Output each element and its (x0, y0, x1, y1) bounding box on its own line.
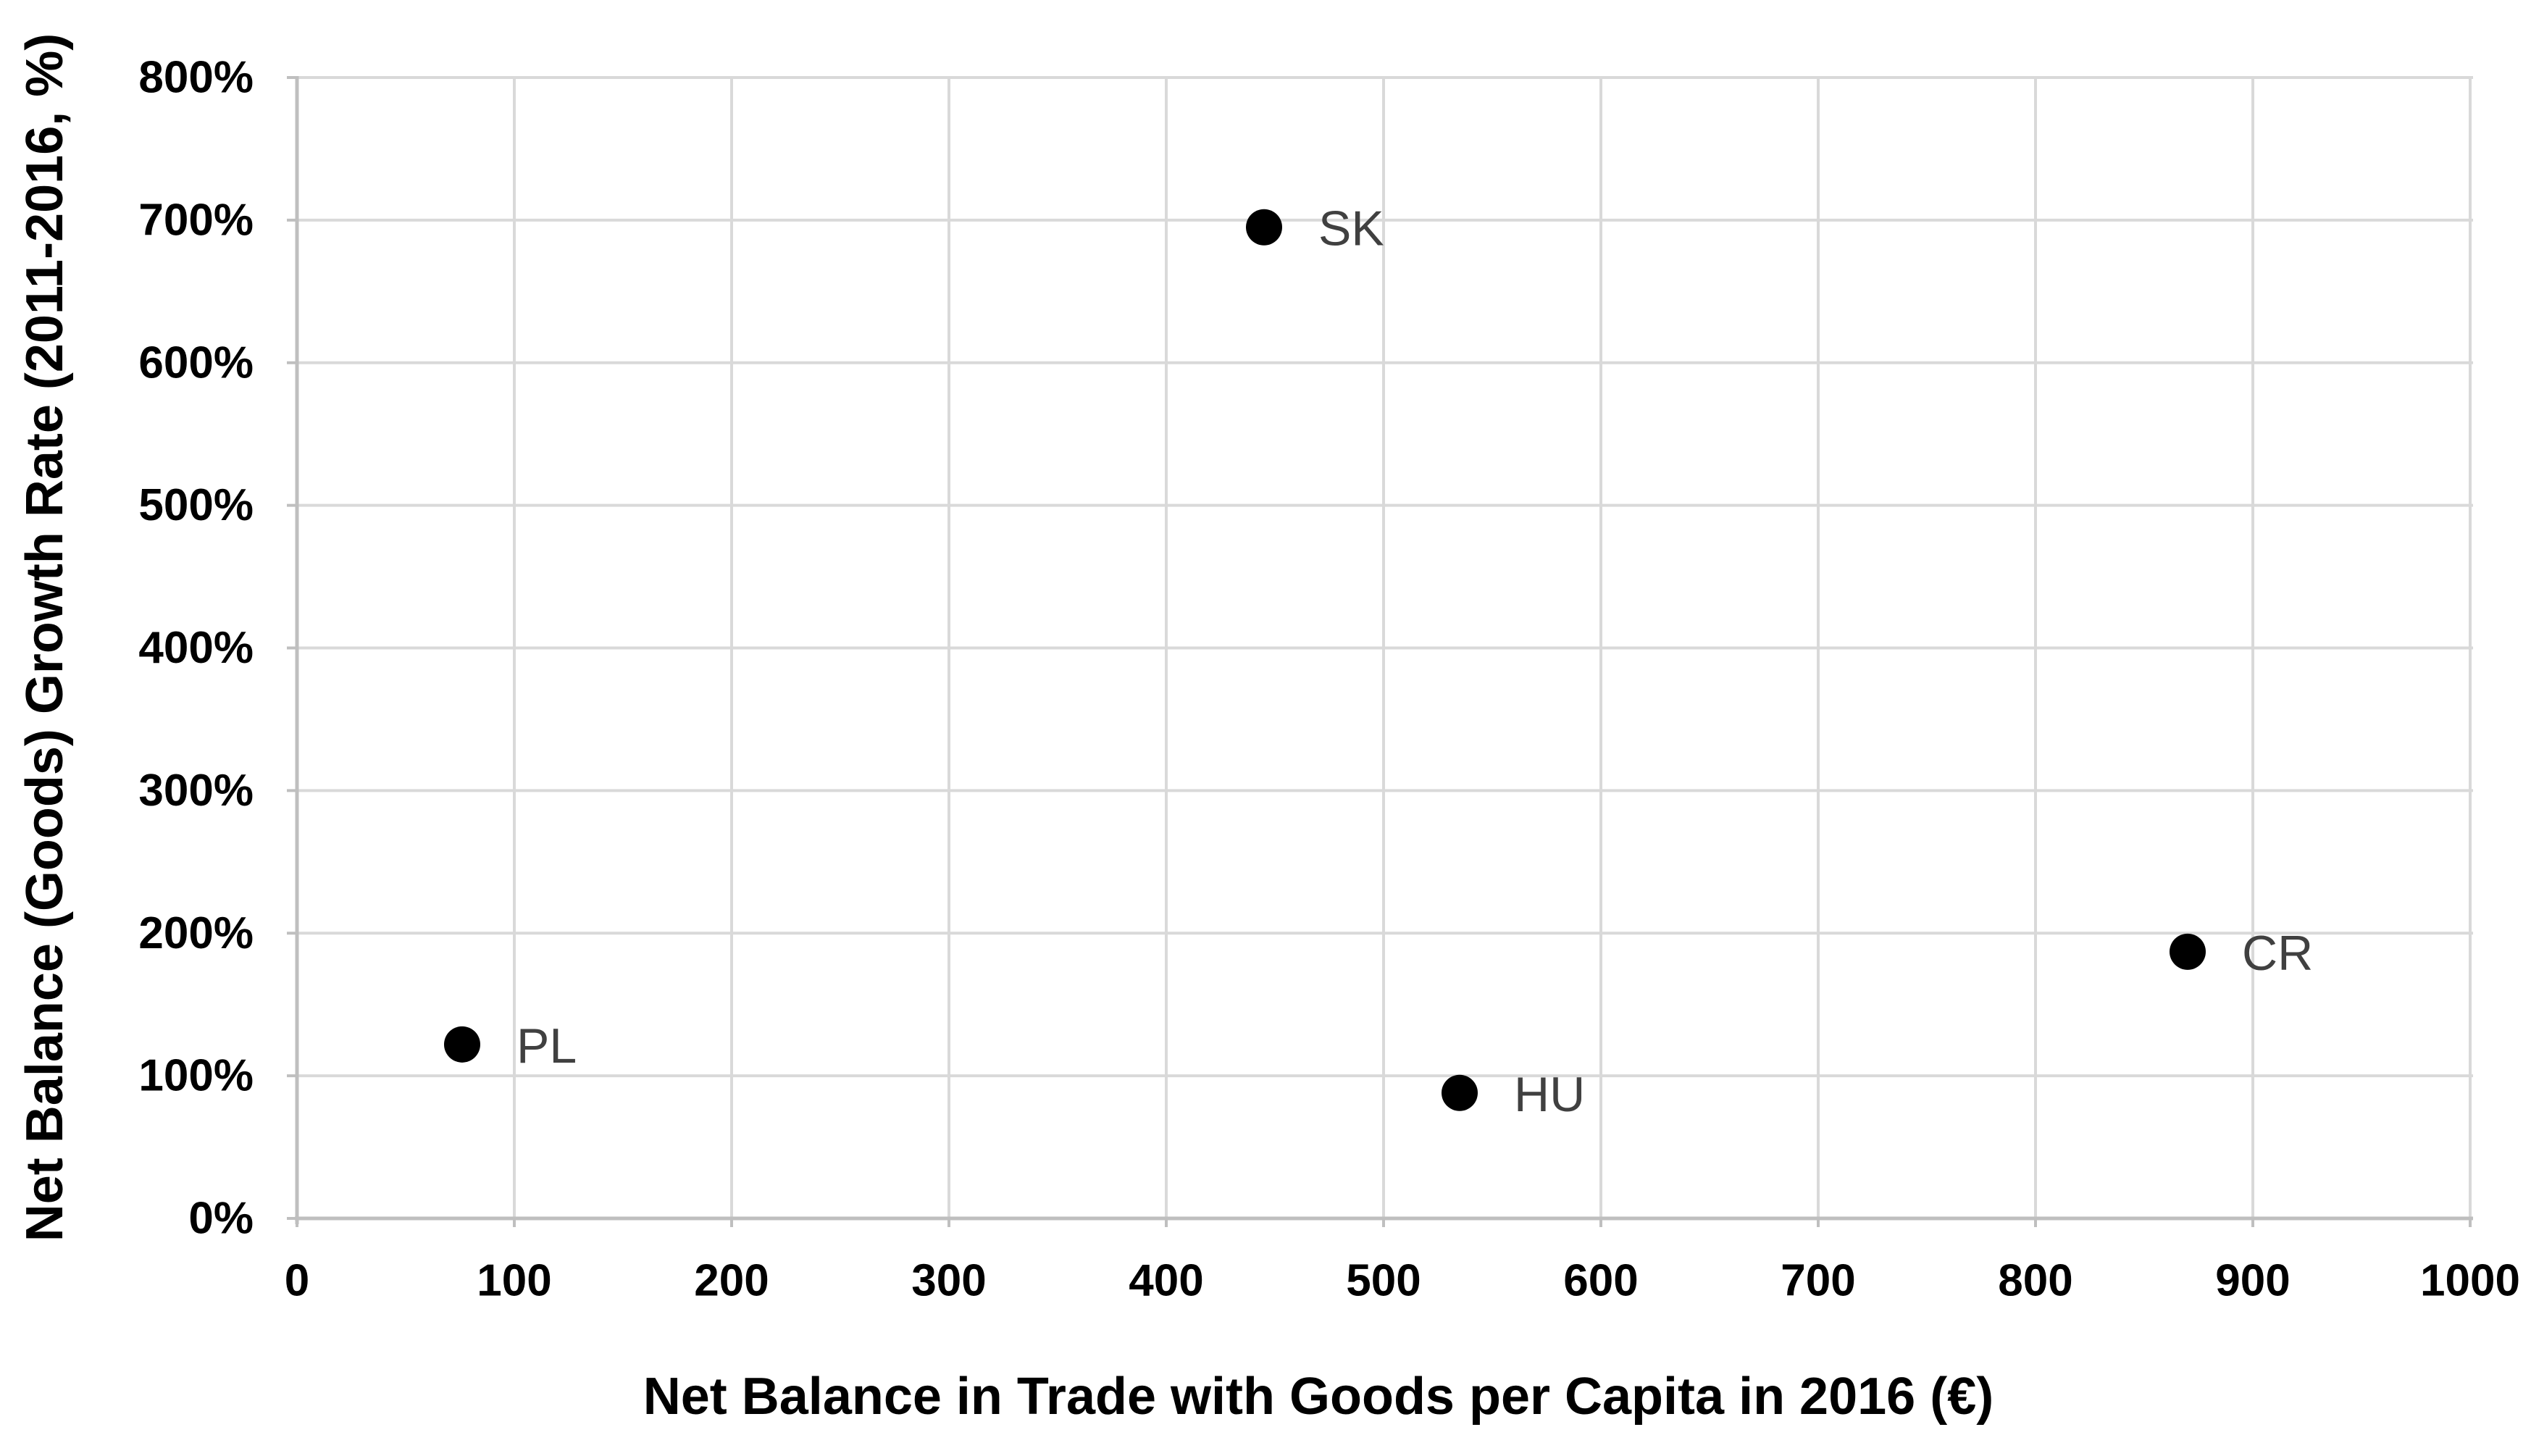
data-point (1246, 209, 1282, 246)
x-tick-label: 400 (1129, 1256, 1203, 1306)
y-tick-label: 800% (138, 53, 254, 103)
y-tick-label: 300% (138, 766, 254, 816)
x-tick-label: 500 (1346, 1256, 1421, 1306)
data-point-label: HU (1514, 1067, 1585, 1122)
plot-area: 0% 100% 200% 300% 400% 500% 600% 700% 800% 0 100 20… (138, 53, 2520, 1306)
data-point (1442, 1074, 1478, 1111)
data-point (2170, 933, 2206, 970)
x-tick-label: 0 (285, 1256, 309, 1306)
y-tick-label: 700% (138, 195, 254, 245)
data-point-label: SK (1318, 201, 1384, 256)
x-tick-label: 1000 (2420, 1256, 2520, 1306)
data-point (444, 1026, 480, 1063)
x-axis-title: Net Balance in Trade with Goods per Capi… (643, 1368, 1994, 1426)
x-tick-label: 600 (1563, 1256, 1638, 1306)
x-tick-label: 700 (1781, 1256, 1855, 1306)
x-tick-label: 100 (477, 1256, 551, 1306)
y-tick-label: 600% (138, 338, 254, 388)
y-tick-label: 400% (138, 623, 254, 673)
x-tick-label: 300 (911, 1256, 986, 1306)
y-tick-label: 200% (138, 908, 254, 958)
y-tick-label: 0% (188, 1194, 254, 1244)
x-tick-label: 800 (1998, 1256, 2072, 1306)
y-tick-label: 500% (138, 480, 254, 530)
y-axis-title: Net Balance (Goods) Growth Rate (2011-20… (16, 33, 74, 1242)
x-tick-label: 900 (2215, 1256, 2290, 1306)
x-tick-label: 200 (694, 1256, 769, 1306)
data-point-label: CR (2242, 926, 2313, 981)
y-tick-label: 100% (138, 1051, 254, 1101)
data-point-label: PL (516, 1018, 577, 1074)
